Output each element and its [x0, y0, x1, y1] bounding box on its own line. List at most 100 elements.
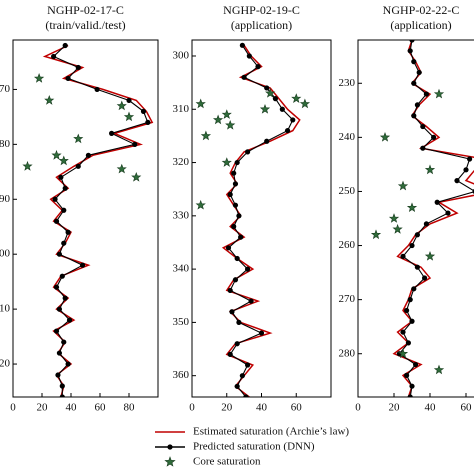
predicted-dot [239, 42, 245, 48]
core-star [370, 229, 382, 240]
predicted-dot [454, 178, 460, 184]
core-star [392, 223, 403, 234]
y-tick-label: 240 [339, 131, 356, 143]
core-star [221, 109, 232, 119]
predicted-dot [407, 48, 413, 54]
predicted-dot [234, 383, 240, 389]
predicted-dot [140, 108, 147, 114]
predicted-dot [65, 75, 71, 82]
predicted-dot [414, 102, 420, 108]
predicted-dot [272, 96, 278, 102]
predicted-dot [229, 309, 235, 315]
predicted-dot [80, 262, 86, 268]
predicted-dot [238, 234, 244, 240]
predicted-dot [411, 80, 417, 86]
core-star [433, 88, 445, 99]
core-star [212, 114, 224, 125]
predicted-dot [236, 213, 242, 219]
plot [195, 42, 311, 397]
core-star [299, 98, 311, 109]
core-star [116, 100, 127, 111]
x-tick-label: 40 [66, 402, 78, 414]
predicted-dot [413, 361, 419, 368]
predicted-dot [227, 287, 233, 294]
core-star [44, 95, 55, 105]
core-star [221, 157, 232, 167]
legend-star [164, 456, 176, 467]
predicted-dot [411, 59, 417, 65]
legend-dot [167, 444, 173, 450]
core-star [265, 87, 276, 98]
y-tick-label: 330 [173, 209, 190, 221]
y-tick-label: 250 [339, 185, 356, 197]
legend-label: Core saturation [193, 456, 261, 468]
predicted-dot [279, 106, 285, 112]
x-tick-label: 80 [124, 402, 136, 414]
predicted-dot [404, 307, 410, 314]
predicted-dot [416, 69, 422, 76]
core-star [131, 171, 142, 182]
y-tick-label: 210 [0, 303, 11, 315]
core-star [22, 160, 33, 171]
core-star [433, 364, 445, 375]
core-star [397, 180, 409, 191]
predicted-line [52, 45, 149, 397]
predicted-dot [51, 53, 57, 60]
predicted-dot [236, 319, 242, 326]
panel-subtitle: (application) [231, 18, 292, 32]
predicted-dot [400, 253, 406, 259]
predicted-dot [231, 170, 237, 176]
y-tick-label: 190 [0, 193, 11, 205]
x-tick-label: 60 [95, 402, 107, 414]
panel-frame [357, 39, 474, 398]
predicted-dot [245, 149, 251, 155]
x-tick-label: 60 [291, 402, 303, 414]
predicted-dot [56, 251, 63, 257]
predicted-dot [411, 286, 417, 292]
x-tick-label: 60 [461, 402, 473, 414]
core-star [116, 163, 127, 174]
predicted-dot [56, 350, 63, 356]
predicted-dot [431, 134, 437, 140]
predicted-dot [59, 394, 65, 397]
x-tick-label: 40 [256, 402, 268, 414]
core-star [195, 98, 206, 109]
predicted-dot [126, 97, 132, 104]
predicted-dot [65, 361, 71, 367]
core-star [379, 132, 391, 142]
plot [22, 42, 154, 397]
predicted-dot [61, 207, 67, 213]
legend-label: Estimated saturation (Archie’s law) [193, 426, 349, 438]
predicted-dot [405, 340, 411, 346]
core-star [259, 103, 271, 114]
predicted-dot [463, 167, 469, 173]
predicted-dot [411, 113, 417, 119]
predicted-dot [227, 191, 233, 198]
predicted-dot [61, 339, 67, 345]
predicted-dot [445, 210, 451, 216]
predicted-dot [414, 232, 420, 238]
predicted-dot [264, 85, 270, 91]
x-tick-label: 20 [389, 402, 401, 414]
predicted-dot [234, 159, 240, 166]
core-star [33, 73, 45, 83]
predicted-dot [248, 298, 254, 304]
core-star [397, 348, 409, 359]
y-tick-label: 260 [339, 239, 356, 251]
predicted-dot [422, 275, 428, 281]
predicted-dot [145, 119, 151, 125]
predicted-dot [423, 91, 429, 97]
predicted-dot [255, 64, 261, 70]
x-tick-label: 20 [221, 402, 233, 414]
predicted-dot [243, 394, 249, 397]
panel-subtitle: (train/valid./test) [45, 18, 125, 32]
x-tick-label: 20 [37, 402, 49, 414]
y-tick-label: 180 [0, 138, 11, 150]
y-tick-label: 270 [339, 293, 356, 305]
core-star [406, 202, 418, 212]
predicted-dot [53, 284, 60, 290]
predicted-line [227, 45, 294, 397]
panel-frame [12, 39, 159, 398]
predicted-dot [231, 223, 237, 230]
predicted-dot [245, 362, 251, 368]
